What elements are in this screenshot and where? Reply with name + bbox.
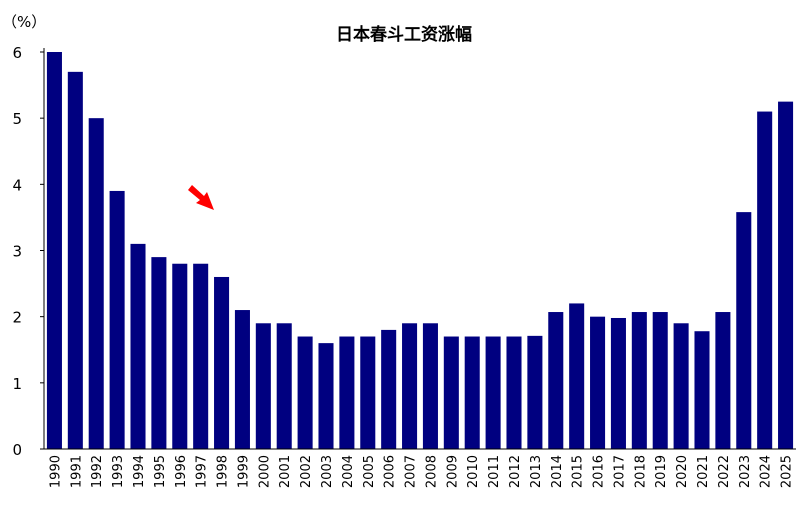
bar-1997 xyxy=(193,263,209,449)
x-tick-label: 2003 xyxy=(320,455,335,488)
bar-1998 xyxy=(214,276,230,449)
x-tick-label: 2000 xyxy=(257,455,272,488)
x-tick-label: 2009 xyxy=(445,455,460,488)
bar-2021 xyxy=(694,331,710,449)
x-tick-label: 1994 xyxy=(132,455,147,488)
bar-1994 xyxy=(130,243,146,449)
bar-2007 xyxy=(402,323,418,449)
x-tick-label: 2025 xyxy=(780,455,795,488)
y-tick-label: 4 xyxy=(12,176,22,194)
bar-2009 xyxy=(443,336,459,449)
bar-2013 xyxy=(527,335,543,449)
x-tick-label: 2022 xyxy=(717,455,732,488)
bar-2025 xyxy=(778,101,794,450)
x-tick-label: 2004 xyxy=(341,455,356,488)
y-tick-label: 0 xyxy=(12,441,22,459)
bar-2011 xyxy=(485,336,501,449)
bar-2017 xyxy=(610,317,626,449)
x-tick-label: 1999 xyxy=(236,455,251,488)
bar-1999 xyxy=(234,310,250,449)
x-tick-label: 2013 xyxy=(529,455,544,488)
bar-2008 xyxy=(422,323,438,449)
bar-2010 xyxy=(464,336,480,449)
x-tick-label: 2002 xyxy=(299,455,314,488)
bar-1991 xyxy=(67,71,83,449)
bars-group xyxy=(46,52,794,450)
x-tick-label: 2024 xyxy=(759,455,774,488)
y-tick-label: 3 xyxy=(12,243,22,261)
y-tick-label: 6 xyxy=(12,44,22,62)
y-tick-label: 1 xyxy=(12,375,22,393)
x-tick-label: 1990 xyxy=(48,455,63,488)
chart-title: 日本春斗工资涨幅 xyxy=(336,24,472,45)
bar-1990 xyxy=(46,52,62,449)
x-tick-label: 2008 xyxy=(424,455,439,488)
x-tick-label: 2011 xyxy=(487,455,502,488)
x-tick-label: 2012 xyxy=(508,455,523,488)
x-tick-label: 2015 xyxy=(571,455,586,488)
y-axis: 0 1 2 3 4 5 6 xyxy=(12,44,45,459)
y-tick-label: 5 xyxy=(12,110,22,128)
x-tick-label: 2017 xyxy=(612,455,627,488)
x-tick-label: 2001 xyxy=(278,455,293,488)
x-tick-label: 2010 xyxy=(466,455,481,488)
bar-2003 xyxy=(318,343,334,449)
x-tick-label: 2018 xyxy=(633,455,648,488)
bar-2012 xyxy=(506,336,522,449)
bar-2006 xyxy=(381,329,397,449)
x-tick-label: 2005 xyxy=(362,455,377,488)
bar-1992 xyxy=(88,118,104,450)
bar-2019 xyxy=(652,312,668,449)
bar-2002 xyxy=(297,336,313,449)
x-axis: 1990 1991 1992 1993 1994 1995 1996 1997 1998 1999… xyxy=(44,448,796,488)
x-tick-label: 1995 xyxy=(153,455,168,488)
bar-2023 xyxy=(736,212,752,449)
bar-2024 xyxy=(757,111,773,450)
bar-2015 xyxy=(569,303,585,449)
bar-2014 xyxy=(548,312,564,449)
bar-2000 xyxy=(255,323,271,449)
x-tick-label: 2006 xyxy=(383,455,398,488)
x-tick-label: 1993 xyxy=(111,455,126,488)
y-axis-unit-label: （%） xyxy=(2,13,46,31)
x-tick-label: 2007 xyxy=(404,455,419,488)
bar-2001 xyxy=(276,323,292,449)
x-tick-label: 1991 xyxy=(69,455,84,488)
x-tick-label: 2019 xyxy=(654,455,669,488)
x-tick-label: 1997 xyxy=(195,455,210,488)
x-tick-label: 1996 xyxy=(174,455,189,488)
x-tick-label: 2016 xyxy=(592,455,607,488)
bar-2016 xyxy=(590,316,606,449)
x-tick-label: 2014 xyxy=(550,455,565,488)
annotations xyxy=(188,185,214,210)
bar-2005 xyxy=(360,336,376,449)
x-tick-label: 1998 xyxy=(216,455,231,488)
bar-2020 xyxy=(673,323,689,449)
x-tick-label: 2023 xyxy=(738,455,753,488)
bar-1993 xyxy=(109,190,125,449)
red-arrow-annotation xyxy=(188,185,214,210)
bar-1995 xyxy=(151,257,167,449)
bar-2018 xyxy=(631,312,647,449)
y-tick-label: 2 xyxy=(12,309,22,327)
bar-2004 xyxy=(339,336,355,449)
x-tick-label: 2021 xyxy=(696,455,711,488)
x-tick-label: 2020 xyxy=(675,455,690,488)
bar-1996 xyxy=(172,263,188,449)
x-tick-label: 1992 xyxy=(90,455,105,488)
bar-2022 xyxy=(715,312,731,449)
